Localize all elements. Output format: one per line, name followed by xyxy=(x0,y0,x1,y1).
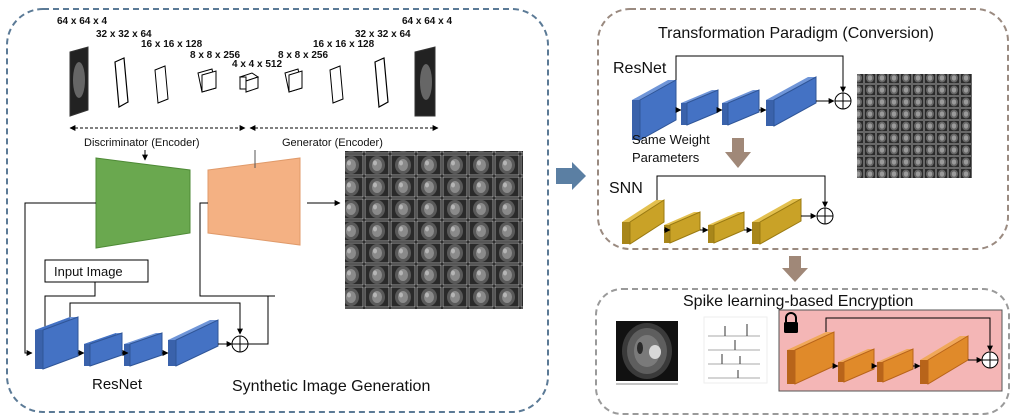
dim-label: 16 x 16 x 128 xyxy=(313,39,375,50)
dim-label: 4 x 4 x 512 xyxy=(232,59,282,70)
left-panel-title: Synthetic Image Generation xyxy=(232,378,430,395)
snn-network xyxy=(622,198,802,245)
dim-label: 8 x 8 x 256 xyxy=(278,50,328,61)
conversion-image-grid xyxy=(857,74,972,178)
encryption-panel xyxy=(595,288,1010,415)
arrow-down-icon xyxy=(782,256,808,282)
dim-label: 64 x 64 x 4 xyxy=(57,16,107,27)
dim-label: 8 x 8 x 256 xyxy=(190,50,240,61)
conversion-title: Transformation Paradigm (Conversion) xyxy=(658,25,934,42)
dim-label: 16 x 16 x 128 xyxy=(141,39,203,50)
discriminator-label: Discriminator (Encoder) xyxy=(84,137,200,149)
arrow-right-icon xyxy=(556,162,586,190)
spike-raster xyxy=(703,316,768,384)
mri-image xyxy=(616,321,678,385)
shared-weight-label: Same Weight xyxy=(632,132,710,147)
left-panel xyxy=(6,8,549,413)
input-image-box xyxy=(44,259,149,283)
resnet-right-label: ResNet xyxy=(613,60,667,77)
shared-weight-label: Parameters xyxy=(632,150,700,165)
input-image-label: Input Image xyxy=(54,264,123,279)
encryption-title: Spike learning-based Encryption xyxy=(683,293,913,310)
dim-label: 32 x 32 x 64 xyxy=(355,29,411,40)
synthetic-image-grid xyxy=(345,151,523,309)
dim-label: 64 x 64 x 4 xyxy=(402,16,452,27)
encoder-feature-maps xyxy=(69,46,260,117)
generator-label: Generator (Encoder) xyxy=(282,137,383,149)
arrow-down-icon xyxy=(725,138,751,168)
lock-icon xyxy=(784,312,798,333)
snn-label: SNN xyxy=(609,180,643,197)
generator-block xyxy=(207,157,301,246)
dim-label: 32 x 32 x 64 xyxy=(96,29,152,40)
conversion-panel xyxy=(597,8,1009,250)
resnet-left-label: ResNet xyxy=(92,376,143,393)
encryption-network xyxy=(787,331,969,385)
decoder-feature-maps xyxy=(284,46,436,117)
resnet-right xyxy=(632,76,817,141)
resnet-left xyxy=(35,316,219,370)
discriminator-block xyxy=(95,157,191,249)
